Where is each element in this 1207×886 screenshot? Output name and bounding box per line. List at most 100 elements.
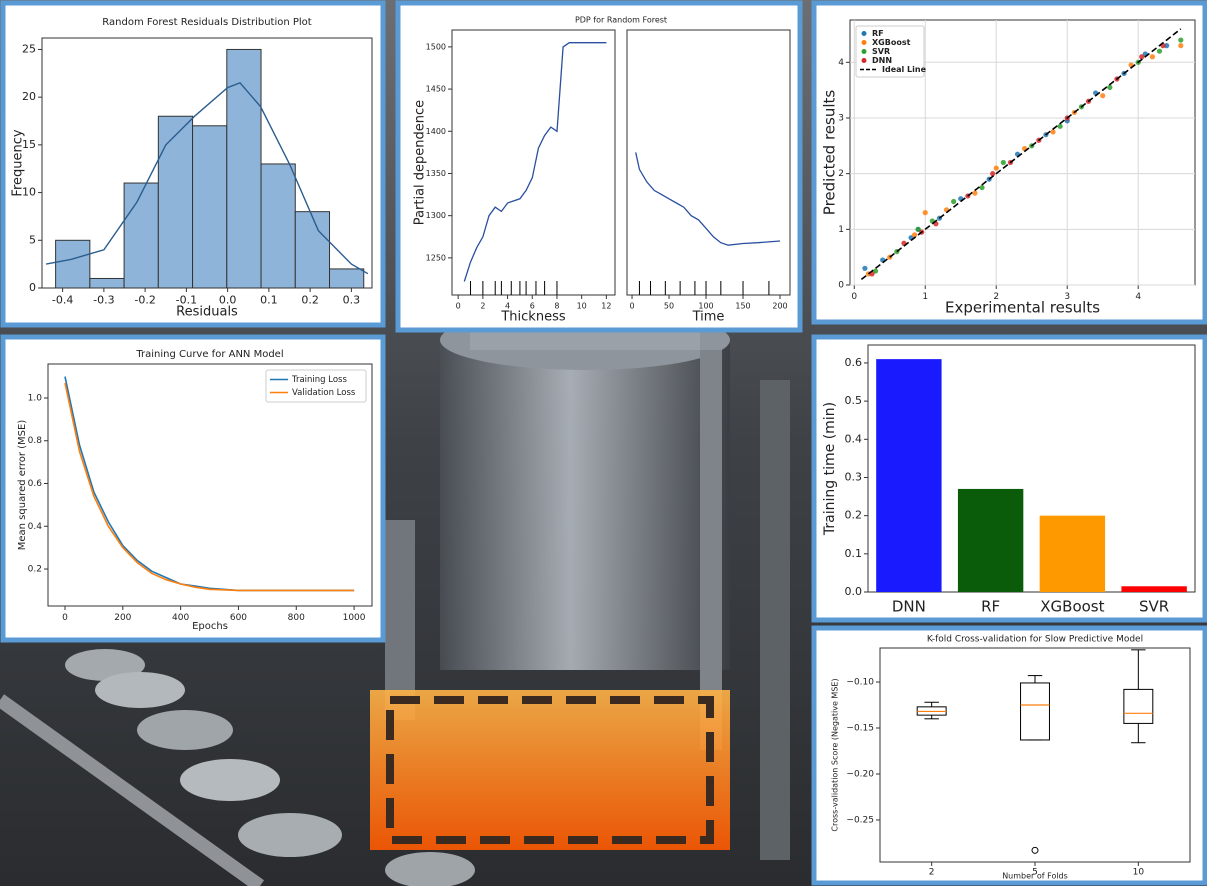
y-axis-label: Frequency (11, 129, 26, 196)
x-tick-label: 0.2 (301, 294, 319, 307)
scatter-point (922, 210, 928, 216)
y-tick-label: 0.4 (845, 432, 863, 445)
scatter-point (1100, 93, 1106, 99)
scatter-point (1057, 123, 1063, 129)
bar (876, 359, 942, 592)
x-tick-label: 200 (114, 613, 131, 623)
outlier (1031, 846, 1039, 854)
y-axis-label: Cross-validation Score (Negative MSE) (831, 678, 840, 831)
pdp-line (635, 152, 781, 246)
scatter-point (911, 232, 918, 238)
y-tick-label: 1250 (426, 253, 446, 262)
scatter-point (990, 171, 996, 177)
x-tick-label: -0.3 (93, 294, 114, 307)
x-tick-label: 10 (1133, 868, 1145, 878)
scatter-point (979, 184, 985, 191)
x-axis-label: Experimental results (945, 299, 1100, 317)
legend-label: Validation Loss (292, 388, 356, 398)
y-tick-label: 1 (838, 225, 844, 235)
y-tick-label: 2 (838, 169, 844, 179)
y-axis-label: Partial dependence (413, 100, 428, 225)
x-tick-label: 10 (577, 301, 587, 310)
histogram-bar (260, 163, 296, 289)
y-tick-label: 0.0 (845, 585, 863, 598)
bar (1121, 586, 1187, 592)
reactor-illustration (370, 310, 790, 860)
chart-title: Random Forest Residuals Distribution Plo… (102, 17, 312, 28)
x-tick-label: 4 (1135, 292, 1141, 302)
x-tick-label: 5 (1032, 868, 1038, 878)
x-tick-label: -0.4 (52, 294, 73, 307)
scatter-point (1050, 129, 1056, 135)
y-tick-label: 0.2 (845, 509, 863, 522)
y-tick-label: 1.0 (28, 393, 43, 403)
y-tick-label: 0.5 (845, 394, 863, 407)
x-tick-label: 0.0 (219, 294, 237, 307)
pdp-line (463, 42, 607, 282)
x-tick-label: -0.1 (176, 294, 197, 307)
y-tick-label: 0.6 (28, 479, 43, 489)
x-tick-label: 600 (230, 613, 247, 623)
x-tick-label: 0 (629, 301, 634, 310)
x-axis-label: Time (692, 310, 725, 325)
x-axis-label: Residuals (176, 305, 238, 320)
y-tick-label: −0.25 (846, 815, 874, 825)
y-tick-label: 1500 (426, 42, 446, 51)
chart-title: K-fold Cross-validation for Slow Predict… (927, 635, 1143, 645)
x-axis-label: Epochs (192, 621, 228, 632)
x-tick-label: 0 (851, 292, 857, 302)
chart-title: PDP for Random Forest (575, 16, 667, 25)
y-tick-label: 5 (29, 233, 36, 246)
x-tick-label: 0 (62, 613, 68, 623)
legend-marker (861, 31, 867, 36)
x-tick-label: 2 (929, 868, 935, 878)
x-tick-label: 2 (993, 292, 999, 302)
legend-box (855, 25, 925, 78)
legend-label: SVR (872, 47, 890, 56)
y-tick-label: 10 (22, 186, 36, 199)
x-tick-label: 4 (505, 301, 510, 310)
scatter-point (951, 198, 957, 205)
scatter-point (1000, 159, 1006, 166)
x-tick-label: 150 (735, 301, 750, 310)
y-tick-label: 0 (29, 281, 36, 294)
scatter-point (972, 190, 978, 196)
bar (957, 488, 1024, 592)
y-tick-label: −0.10 (846, 678, 874, 688)
y-tick-label: 1300 (426, 211, 446, 220)
legend-label: DNN (872, 56, 892, 65)
scatter-point (1178, 37, 1184, 43)
scatter-point (915, 226, 921, 232)
plot-area (626, 29, 791, 296)
x-tick-label: 12 (601, 301, 611, 310)
x-tick-label: 0 (456, 301, 461, 310)
scatter-point (872, 268, 879, 274)
legend-label: XGBoost (872, 38, 911, 47)
plot-area (451, 29, 616, 296)
y-tick-label: 20 (22, 90, 36, 103)
y-axis-label: Predicted results (821, 90, 839, 216)
x-tick-label: 6 (530, 301, 535, 310)
bar (1039, 515, 1106, 592)
legend-marker (861, 40, 867, 45)
histogram-bar (157, 115, 194, 289)
x-tick-label: 0.1 (260, 294, 278, 307)
x-tick-label: SVR (1139, 598, 1169, 616)
legend-label: RF (872, 29, 884, 38)
scatter-point (1178, 43, 1184, 49)
box (1020, 682, 1050, 741)
plot-area (47, 363, 373, 607)
x-tick-label: 400 (172, 613, 189, 623)
y-tick-label: 15 (22, 138, 36, 151)
scatter-point (1149, 54, 1156, 60)
y-tick-label: 25 (22, 42, 36, 55)
y-tick-label: 0.3 (845, 470, 863, 483)
y-tick-label: 0 (838, 281, 844, 291)
x-tick-label: 3 (1064, 292, 1070, 302)
x-tick-label: 800 (288, 613, 305, 623)
scatter-point (1139, 54, 1145, 60)
y-axis-label: Training time (min) (822, 402, 838, 536)
x-tick-label: 8 (554, 301, 559, 310)
